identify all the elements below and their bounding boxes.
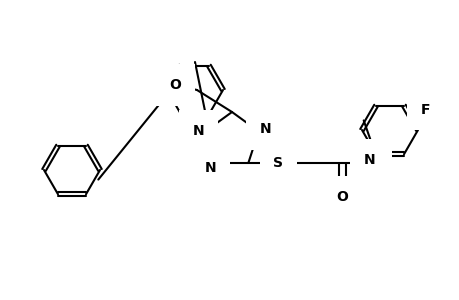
Text: N: N [259,122,271,136]
Text: F: F [420,103,429,116]
Text: O: O [336,190,347,204]
Text: N: N [192,124,204,138]
Text: O: O [169,78,180,92]
Text: S: S [273,156,283,170]
Text: H: H [369,151,379,164]
Text: N: N [363,153,375,167]
Text: N: N [204,161,216,175]
